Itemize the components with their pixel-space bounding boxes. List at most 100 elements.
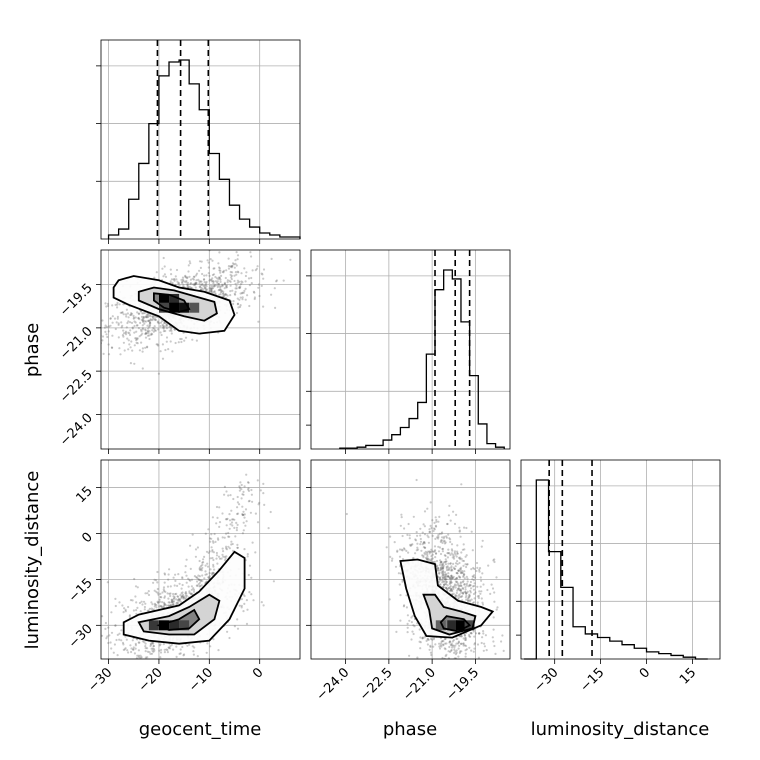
sample-point: [148, 325, 151, 328]
sample-point: [441, 565, 444, 568]
sample-point: [448, 537, 451, 540]
sample-point: [173, 584, 176, 587]
sample-point: [442, 643, 445, 646]
sample-point: [140, 656, 143, 659]
sample-point: [471, 549, 474, 552]
sample-point: [453, 668, 455, 670]
sample-point: [189, 262, 192, 265]
sample-point: [177, 573, 180, 576]
sample-point: [455, 591, 458, 595]
sample-point: [401, 580, 404, 583]
sample-point: [131, 349, 134, 352]
sample-point: [220, 557, 223, 560]
sample-point: [469, 635, 472, 638]
sample-point: [235, 264, 238, 267]
sample-point: [162, 326, 165, 329]
sample-point: [144, 315, 148, 318]
sample-point: [168, 604, 171, 607]
sample-point: [460, 642, 463, 645]
sample-point: [408, 537, 411, 540]
sample-point: [457, 587, 461, 590]
sample-point: [474, 591, 477, 594]
sample-point: [492, 616, 495, 619]
sample-point: [251, 541, 254, 544]
sample-point: [111, 304, 114, 307]
sample-point: [172, 603, 175, 606]
sample-point: [457, 647, 460, 650]
sample-point: [155, 271, 158, 274]
sample-point: [233, 292, 236, 295]
sample-point: [169, 328, 173, 331]
sample-point: [153, 589, 156, 592]
sample-point: [414, 538, 417, 541]
sample-point: [464, 563, 467, 566]
sample-point: [212, 638, 215, 641]
sample-point: [468, 596, 471, 599]
sample-point: [236, 501, 239, 504]
sample-point: [185, 281, 188, 284]
sample-point: [229, 494, 232, 497]
sample-point: [461, 595, 464, 598]
sample-point: [134, 642, 137, 646]
sample-point: [213, 267, 216, 270]
sample-point: [240, 598, 243, 601]
sample-point: [176, 595, 180, 598]
sample-point: [136, 654, 139, 657]
sample-point: [445, 565, 448, 569]
sample-point: [399, 572, 403, 575]
sample-point: [412, 515, 415, 518]
sample-point: [460, 483, 463, 486]
sample-point: [133, 320, 136, 323]
sample-point: [140, 315, 144, 318]
sample-point: [168, 670, 170, 672]
sample-point: [434, 525, 438, 528]
sample-point: [446, 584, 449, 587]
sample-point: [196, 580, 199, 583]
sample-point: [445, 587, 448, 590]
sample-point: [438, 563, 442, 567]
sample-point: [455, 584, 458, 587]
sample-point: [244, 274, 247, 278]
sample-point: [169, 604, 173, 607]
sample-point: [245, 599, 248, 602]
sample-point: [213, 285, 216, 288]
sample-point: [159, 651, 163, 654]
sample-point: [180, 595, 184, 598]
density-bin: [179, 620, 190, 631]
sample-point: [221, 547, 224, 550]
sample-point: [118, 303, 121, 306]
sample-point: [400, 513, 403, 516]
sample-point: [223, 493, 226, 496]
sample-point: [472, 579, 475, 582]
density-bin: [189, 302, 200, 313]
sample-point: [152, 642, 155, 645]
sample-point: [111, 315, 114, 318]
sample-point: [412, 624, 415, 627]
sample-point: [189, 567, 192, 571]
sample-point: [199, 568, 202, 572]
sample-point: [221, 270, 224, 273]
sample-point: [430, 526, 433, 530]
sample-point: [181, 583, 184, 587]
sample-point: [97, 657, 99, 659]
sample-point: [231, 542, 234, 546]
sample-point: [468, 599, 471, 602]
sample-point: [435, 518, 438, 522]
sample-point: [447, 572, 450, 575]
sample-point: [430, 559, 433, 562]
sample-point: [236, 618, 239, 621]
sample-point: [128, 332, 131, 335]
sample-point: [438, 546, 442, 549]
sample-point: [137, 649, 140, 652]
sample-point: [116, 306, 119, 309]
sample-point: [165, 323, 168, 326]
sample-point: [225, 518, 228, 521]
sample-point: [427, 536, 430, 539]
sample-point: [456, 552, 459, 555]
sample-point: [138, 641, 141, 644]
sample-point: [231, 271, 234, 274]
sample-point: [181, 576, 184, 579]
sample-point: [223, 294, 226, 297]
sample-point: [215, 505, 219, 509]
sample-point: [167, 601, 170, 604]
